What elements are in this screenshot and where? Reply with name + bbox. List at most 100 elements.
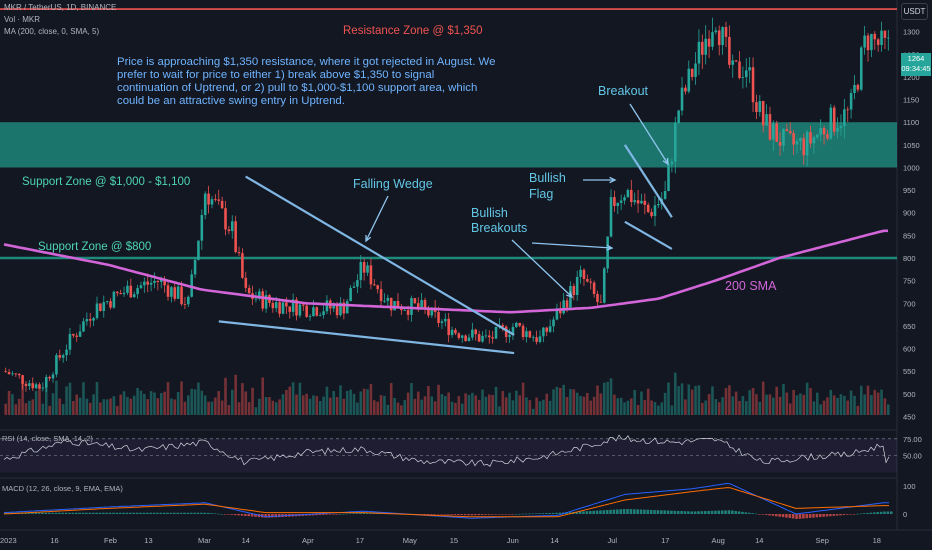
candle-body	[748, 67, 751, 71]
volume-bar	[14, 404, 18, 415]
candle-body	[673, 122, 677, 162]
volume-bar	[55, 380, 58, 415]
candle-body	[129, 285, 133, 298]
volume-bar	[680, 383, 684, 415]
candle-body	[122, 292, 126, 295]
volume-bar	[724, 388, 728, 415]
macd-hist-bar	[237, 514, 240, 516]
macd-hist-bar	[842, 514, 846, 516]
volume-bar	[298, 382, 302, 415]
volume-bar	[183, 401, 187, 415]
macd-hist-bar	[460, 514, 464, 516]
macd-hist-bar	[724, 510, 727, 514]
volume-bar	[690, 389, 694, 415]
volume-bar	[24, 403, 28, 415]
candle-body	[596, 293, 599, 302]
volume-bar	[349, 389, 352, 415]
macd-hist-bar	[64, 512, 68, 514]
volume-bar	[751, 387, 755, 415]
volume-bar	[457, 396, 461, 415]
macd-hist-bar	[778, 514, 781, 517]
macd-hist-bar	[886, 511, 890, 514]
volume-bar	[728, 385, 731, 415]
macd-hist-bar	[501, 514, 504, 515]
volume-bar	[251, 387, 254, 415]
volume-bar	[582, 396, 586, 415]
volume-bar	[132, 395, 136, 415]
macd-hist-bar	[436, 514, 440, 515]
volume-bar	[748, 390, 751, 415]
candle-body	[271, 302, 275, 309]
volume-bar	[318, 401, 322, 415]
candle-body	[667, 164, 670, 191]
macd-hist-bar	[342, 513, 345, 515]
volume-bar	[241, 383, 244, 415]
macd-hist-bar	[430, 514, 433, 515]
volume-bar	[599, 393, 603, 415]
volume-bar	[99, 402, 102, 415]
candle-body	[619, 200, 623, 203]
candle-body	[11, 373, 14, 375]
macd-hist-bar	[747, 512, 751, 514]
candle-body	[724, 27, 728, 37]
candle-body	[396, 301, 400, 309]
volume-bar	[166, 382, 170, 415]
candle-body	[846, 109, 850, 111]
volume-bar	[129, 398, 133, 415]
volume-bar	[285, 389, 288, 415]
candle-body	[545, 327, 549, 332]
candle-body	[728, 36, 731, 65]
macd-hist-bar	[41, 512, 44, 514]
macd-hist-bar	[4, 512, 7, 514]
macd-hist-bar	[852, 514, 856, 515]
macd-hist-bar	[555, 512, 558, 514]
macd-hist-bar	[75, 512, 78, 514]
candle-body	[305, 305, 308, 317]
macd-hist-bar	[511, 514, 514, 515]
candle-body	[559, 308, 562, 314]
candle-body	[376, 285, 379, 290]
candle-body	[768, 114, 772, 140]
volume-bar	[471, 392, 474, 415]
candle-body	[285, 302, 288, 307]
candle-body	[616, 202, 620, 206]
volume-bar	[734, 391, 738, 415]
candle-body	[822, 127, 826, 135]
macd-hist-bar	[714, 510, 717, 514]
candle-body	[761, 101, 765, 126]
volume-bar	[176, 392, 180, 415]
volume-bar	[477, 399, 481, 415]
candle-body	[744, 70, 748, 78]
macd-hist-bar	[146, 512, 149, 514]
volume-bar	[467, 394, 471, 415]
volume-bar	[356, 402, 359, 415]
candle-body	[224, 208, 227, 230]
volume-bar	[153, 392, 156, 415]
candle-body	[873, 33, 877, 40]
candle-body	[508, 334, 511, 337]
volume-bar	[481, 389, 484, 415]
macd-hist-bar	[487, 514, 491, 515]
symbol-title: MKR / TetherUS, 1D, BINANCE	[4, 3, 117, 12]
macd-hist-bar	[484, 514, 487, 515]
candle-body	[552, 319, 555, 327]
candle-body	[491, 337, 494, 339]
candle-body	[143, 281, 146, 286]
wedge-lower-trendline	[218, 320, 515, 355]
macd-hist-bar	[125, 512, 129, 514]
macd-hist-bar	[470, 514, 474, 516]
candle-body	[362, 262, 366, 273]
volume-bar	[839, 394, 843, 415]
macd-hist-bar	[332, 514, 335, 515]
volume-bar	[450, 401, 454, 415]
candle-body	[741, 77, 745, 78]
currency-button[interactable]: USDT	[901, 3, 928, 20]
volume-bar	[792, 389, 795, 415]
macd-hist-bar	[31, 512, 34, 514]
candle-body	[734, 60, 738, 62]
candle-body	[829, 107, 833, 139]
volume-bar	[616, 398, 620, 415]
macd-hist-bar	[704, 511, 707, 514]
candle-body	[116, 291, 119, 294]
